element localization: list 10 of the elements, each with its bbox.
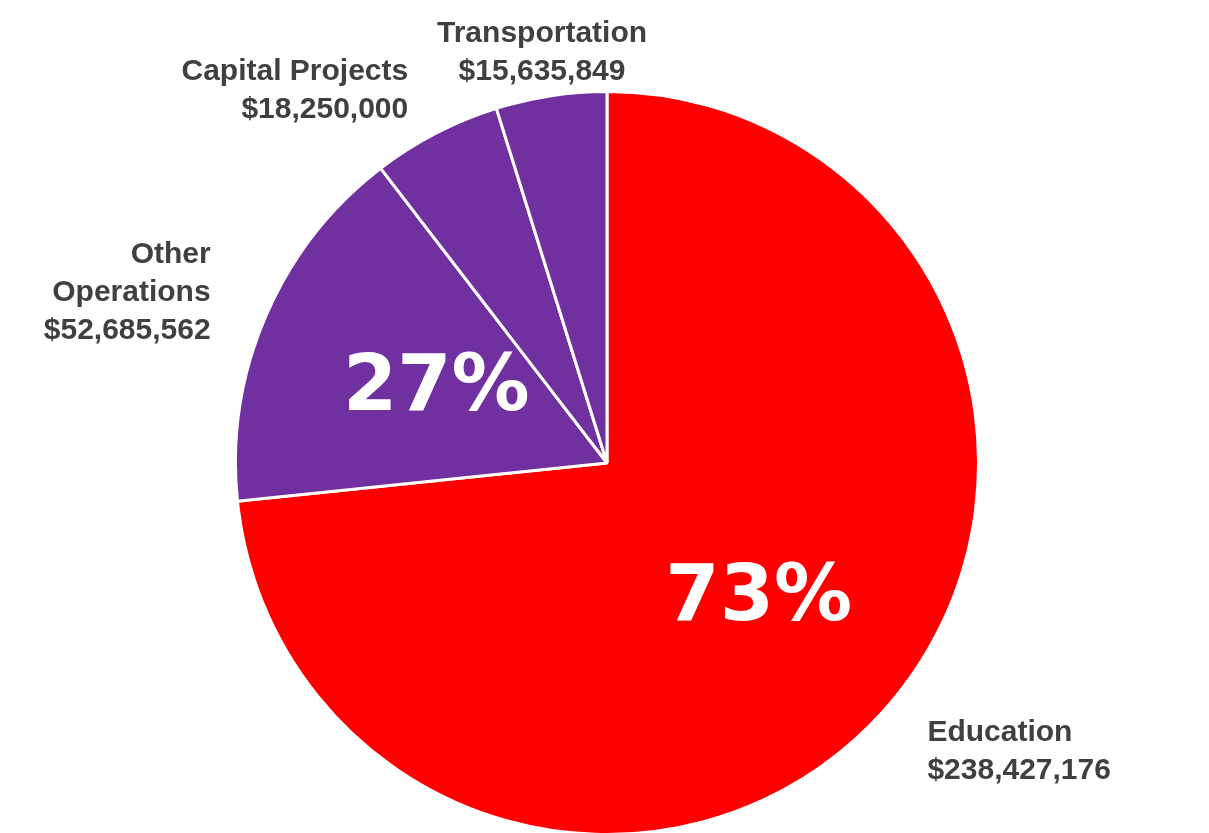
slice-label: Education — [927, 714, 1073, 748]
text: 73% — [665, 548, 853, 639]
slice-label: Transportation — [437, 15, 648, 48]
slice-label: Other Operations — [52, 235, 211, 307]
slice-label: Capital Projects — [181, 52, 409, 86]
data-label: $18,250,000 — [241, 90, 409, 124]
data-label: $52,685,562 — [43, 311, 211, 345]
data-label: $15,635,849 — [458, 53, 626, 86]
text: 27% — [343, 337, 530, 428]
data-label: $238,427,176 — [927, 752, 1111, 786]
